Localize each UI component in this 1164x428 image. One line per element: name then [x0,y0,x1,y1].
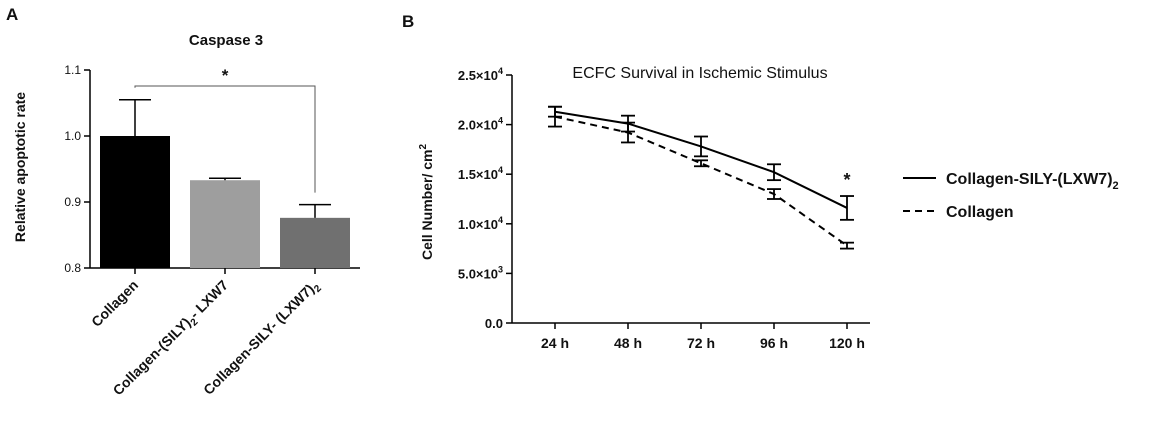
x-tick-label-text: Collagen-(SILY) [110,314,194,398]
chart-b-annotation: * [843,170,850,190]
y-tick-label: 0.0 [485,316,503,331]
series-line [554,115,848,247]
x-tick-label: Collagen [88,277,141,330]
chart-b-x-ticks: 24 h 48 h 72 h 96 h 120 h [541,323,865,351]
legend-label: Collagen [946,204,1014,221]
x-tick-label: 96 h [760,335,788,351]
x-tick-label-text: - LXW7 [186,277,231,322]
y-tick-label-exponent: 3 [498,264,503,274]
panel-label-b: B [402,12,414,31]
y-tick-label-exponent: 4 [498,66,503,76]
y-tick-label-exponent: 4 [498,116,503,126]
y-axis-label-text: Cell Number/ cm [419,150,435,260]
chart-b-y-axis-label: Cell Number/ cm2 [418,144,435,260]
y-tick-label-exponent: 4 [498,215,503,225]
bar [100,136,170,268]
y-tick-label: 1.0 [64,129,81,143]
y-tick-label: 1.5×104 [458,165,503,182]
panel-label-a: A [6,5,18,24]
significance-bracket [134,85,316,193]
legend-label-text: Collagen [946,204,1014,221]
x-tick-label-text: Collagen [88,277,141,330]
x-tick-label: 48 h [614,335,642,351]
y-tick-label-text: 1.0×10 [458,217,498,232]
legend-label-text: Collagen-SILY-(LXW7) [946,171,1113,188]
chart-b-title: ECFC Survival in Ischemic Stimulus [572,65,827,82]
chart-a-significance: * [134,66,316,193]
y-tick-label-text: 2.5×10 [458,68,498,83]
panel-a: A Caspase 3 Relative apoptotic rate 0.80… [6,5,360,398]
y-tick-label: 2.5×104 [458,66,503,83]
x-tick-label: 24 h [541,335,569,351]
significance-star: * [222,66,229,85]
chart-b-series [548,105,854,250]
y-tick-label-text: 0.0 [485,316,503,331]
legend-label: Collagen-SILY-(LXW7)2 [946,171,1119,192]
legend-label-subscript: 2 [1113,180,1119,192]
chart-a-bars [100,98,350,268]
x-tick-label: 120 h [829,335,865,351]
y-tick-label: 0.9 [64,195,81,209]
chart-b-legend: Collagen-SILY-(LXW7)2 Collagen [903,171,1119,221]
chart-a-y-ticks: 0.8 0.9 1.0 1.1 [64,63,90,275]
y-tick-label-text: 5.0×10 [458,266,498,281]
bar [190,180,260,268]
y-tick-label-exponent: 4 [498,165,503,175]
y-tick-label: 1.0×104 [458,215,503,232]
y-tick-label: 1.1 [64,63,81,77]
y-tick-label: 5.0×103 [458,264,503,281]
x-tick-label: 72 h [687,335,715,351]
y-tick-label: 2.0×104 [458,116,503,133]
y-tick-label: 0.8 [64,261,81,275]
y-tick-label-text: 1.5×10 [458,167,498,182]
significance-star: * [843,170,850,190]
bar [280,217,350,268]
chart-a-y-axis-label: Relative apoptotic rate [12,92,28,242]
chart-a-title: Caspase 3 [189,32,263,49]
y-axis-label-superscript: 2 [418,144,429,150]
panel-b: B ECFC Survival in Ischemic Stimulus Cel… [402,12,1119,351]
y-tick-label-text: 2.0×10 [458,118,498,133]
